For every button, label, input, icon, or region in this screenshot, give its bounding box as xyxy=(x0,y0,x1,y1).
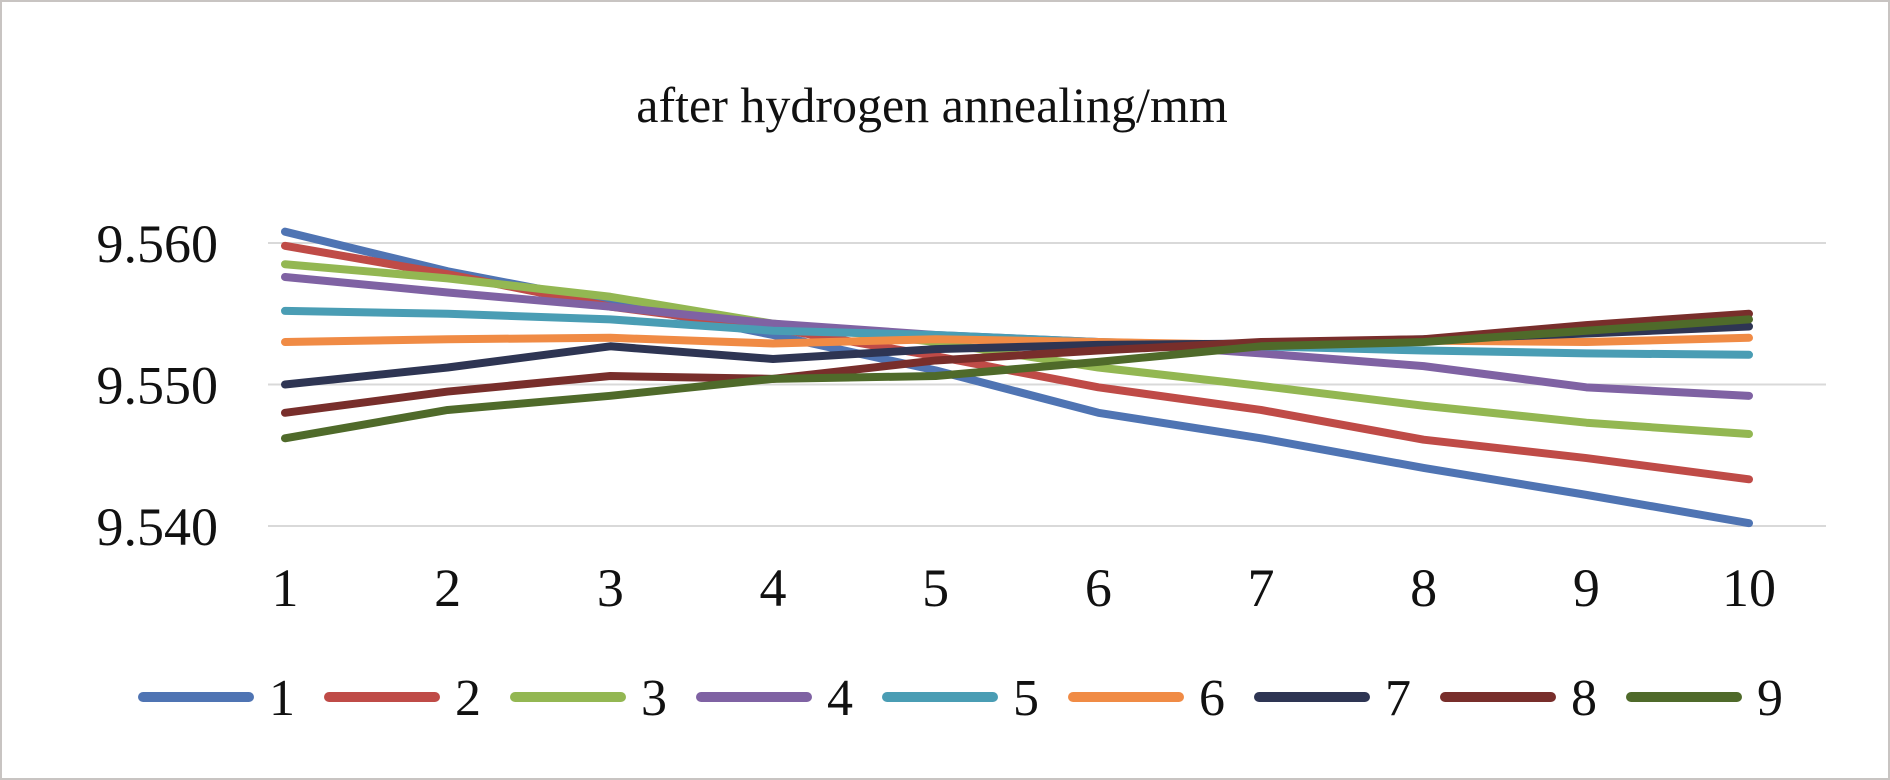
legend-label: 8 xyxy=(1571,670,1597,727)
x-tick-label: 3 xyxy=(597,558,624,618)
series-lines xyxy=(281,227,1753,528)
legend-item-1: 1 xyxy=(138,670,295,727)
legend-label: 6 xyxy=(1199,670,1225,727)
legend-item-5: 5 xyxy=(882,670,1039,727)
legend-label: 1 xyxy=(269,670,295,727)
x-tick-label: 8 xyxy=(1410,558,1437,618)
legend-item-4: 4 xyxy=(696,670,853,727)
series-line-6 xyxy=(281,333,1753,349)
legend-label: 2 xyxy=(455,670,481,727)
legend-label: 7 xyxy=(1385,670,1411,727)
legend-item-3: 3 xyxy=(510,670,667,727)
x-tick-label: 1 xyxy=(272,558,299,618)
x-tick-label: 6 xyxy=(1085,558,1112,618)
legend-item-6: 6 xyxy=(1068,670,1225,727)
y-tick-label: 9.550 xyxy=(97,356,219,416)
legend-item-2: 2 xyxy=(324,670,481,727)
x-tick-label: 2 xyxy=(434,558,461,618)
legend-label: 4 xyxy=(827,670,853,727)
series-line-8 xyxy=(281,309,1753,417)
x-tick-label: 5 xyxy=(922,558,949,618)
legend-label: 9 xyxy=(1757,670,1783,727)
legend-item-8: 8 xyxy=(1440,670,1597,727)
legend-label: 3 xyxy=(641,670,667,727)
legend: 1 2 3 4 5 6 7 8 9 xyxy=(138,670,1783,727)
y-axis-tick-labels: 9.560 9.550 9.540 xyxy=(97,214,219,557)
y-tick-label: 9.540 xyxy=(97,497,219,557)
x-tick-label: 4 xyxy=(760,558,787,618)
y-tick-label: 9.560 xyxy=(97,214,219,274)
legend-item-7: 7 xyxy=(1254,670,1411,727)
chart-title: after hydrogen annealing/mm xyxy=(636,77,1228,133)
x-tick-label: 10 xyxy=(1722,558,1776,618)
x-tick-label: 7 xyxy=(1248,558,1275,618)
x-tick-label: 9 xyxy=(1573,558,1600,618)
legend-item-9: 9 xyxy=(1626,670,1783,727)
x-axis-tick-labels: 1 2 3 4 5 6 7 8 9 10 xyxy=(272,558,1777,618)
legend-label: 5 xyxy=(1013,670,1039,727)
series-line-9 xyxy=(281,315,1753,443)
